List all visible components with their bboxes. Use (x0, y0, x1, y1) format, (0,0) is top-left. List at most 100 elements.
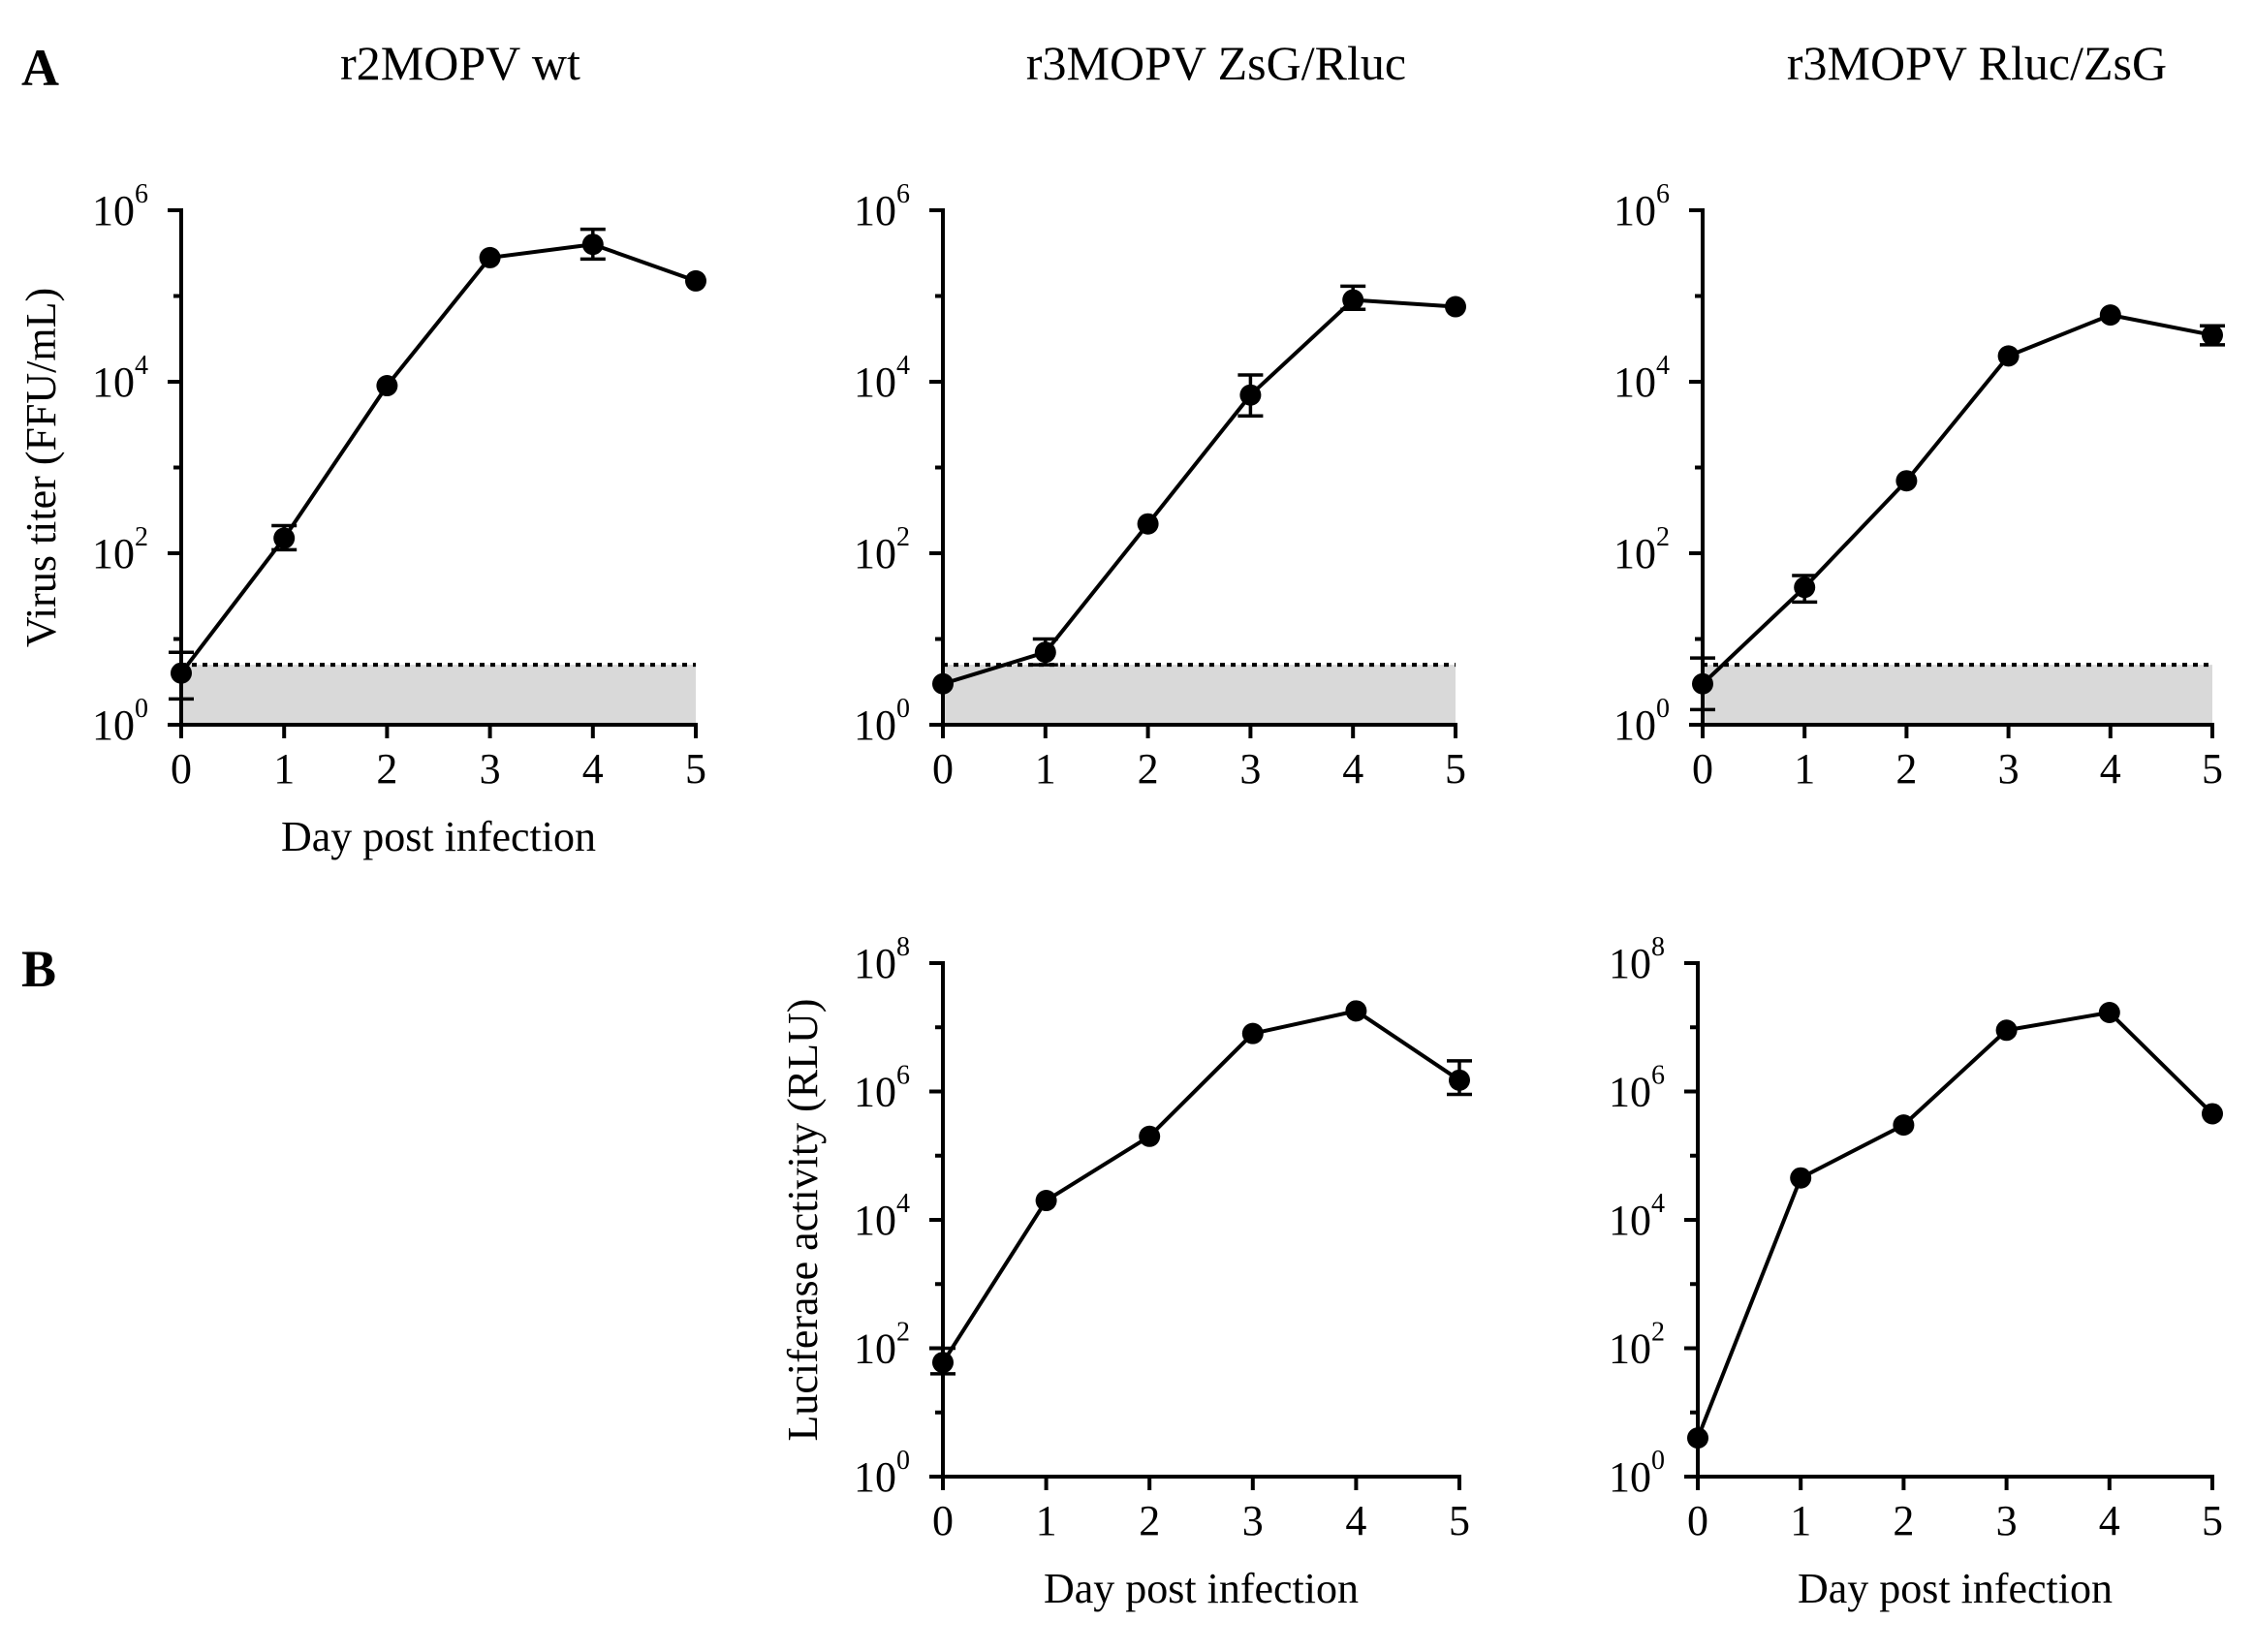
y-tick-label: 10 (854, 358, 896, 406)
x-tick-label: 4 (2100, 745, 2121, 793)
y-tick-exponent: 6 (1656, 179, 1670, 209)
y-tick-label: 10 (1609, 1069, 1651, 1116)
y-tick-label: 10 (854, 530, 896, 577)
data-point (581, 234, 604, 256)
data-point (1895, 470, 1918, 492)
y-axis-title: Luciferase activity (RLU) (779, 999, 827, 1442)
y-tick-label: 10 (92, 701, 135, 749)
x-tick-label: 4 (2099, 1497, 2120, 1544)
y-tick-exponent: 4 (1651, 1189, 1665, 1219)
data-point (2098, 1001, 2120, 1023)
panel-label-b: B (21, 940, 56, 998)
x-tick-label: 3 (1998, 745, 2020, 793)
y-tick-exponent: 0 (896, 1446, 910, 1476)
data-point (2099, 304, 2121, 327)
y-tick-label: 10 (1609, 940, 1651, 987)
x-tick-label: 2 (1138, 745, 1159, 793)
y-tick-exponent: 0 (1656, 694, 1670, 724)
y-tick-exponent: 0 (896, 694, 910, 724)
x-tick-label: 1 (1036, 1497, 1057, 1544)
x-tick-label: 0 (932, 1497, 954, 1544)
data-point (2202, 1103, 2223, 1125)
x-tick-label: 4 (1345, 1497, 1366, 1544)
x-tick-label: 4 (1342, 745, 1363, 793)
data-point (1034, 641, 1056, 664)
detection-limit-band (1703, 665, 2212, 725)
data-point (376, 375, 398, 397)
x-tick-label: 1 (1790, 1497, 1811, 1544)
data-point (685, 269, 706, 292)
y-tick-label: 10 (1609, 1197, 1651, 1244)
y-tick-exponent: 2 (1651, 1318, 1665, 1348)
data-point (1137, 513, 1159, 535)
y-tick-exponent: 6 (135, 179, 148, 209)
y-tick-exponent: 4 (896, 1189, 910, 1219)
x-tick-label: 2 (1893, 1497, 1914, 1544)
x-tick-label: 5 (1445, 745, 1466, 793)
y-tick-exponent: 4 (1656, 351, 1670, 381)
y-tick-label: 10 (854, 1197, 896, 1244)
x-tick-label: 3 (1239, 745, 1261, 793)
y-tick-exponent: 8 (1651, 932, 1665, 962)
y-tick-label: 10 (854, 940, 896, 987)
y-tick-exponent: 4 (135, 351, 148, 381)
panel-label-a: A (21, 39, 59, 97)
y-tick-label: 10 (1613, 358, 1656, 406)
data-point (1997, 345, 2020, 367)
x-tick-label: 3 (1242, 1497, 1264, 1544)
data-point (1239, 384, 1262, 406)
column-title-zsg-rluc: r3MOPV ZsG/Rluc (1026, 36, 1406, 90)
data-point (1687, 1427, 1708, 1449)
data-point (1995, 1019, 2018, 1042)
data-point (1692, 672, 1713, 695)
data-point (1035, 1190, 1057, 1212)
x-tick-label: 1 (273, 745, 295, 793)
x-tick-label: 2 (1139, 1497, 1160, 1544)
y-tick-exponent: 6 (1651, 1061, 1665, 1091)
x-tick-label: 0 (171, 745, 192, 793)
y-tick-exponent: 6 (896, 1061, 910, 1091)
y-tick-exponent: 2 (135, 522, 148, 552)
x-tick-label: 5 (1449, 1497, 1470, 1544)
x-tick-label: 1 (1035, 745, 1056, 793)
detection-limit-band (181, 665, 696, 725)
x-tick-label: 3 (1996, 1497, 2018, 1544)
y-tick-exponent: 4 (896, 351, 910, 381)
x-tick-label: 4 (582, 745, 604, 793)
y-tick-label: 10 (854, 187, 896, 234)
y-tick-label: 10 (1613, 701, 1656, 749)
data-point (273, 527, 296, 549)
y-tick-exponent: 0 (1651, 1446, 1665, 1476)
chart-a-zsg-rluc: 10 010 210 410 60 1 2 3 4 5 (854, 179, 1466, 793)
data-point (1790, 1167, 1812, 1189)
x-tick-label: 0 (1687, 1497, 1708, 1544)
data-point (2202, 324, 2223, 346)
data-point (1893, 1114, 1915, 1137)
series-line (1696, 1010, 2214, 1439)
x-tick-label: 2 (1895, 745, 1917, 793)
x-tick-label: 0 (932, 745, 954, 793)
y-tick-label: 10 (92, 358, 135, 406)
data-point (479, 246, 501, 268)
data-point (1139, 1125, 1161, 1147)
y-tick-label: 10 (854, 1453, 896, 1501)
y-tick-exponent: 2 (896, 1318, 910, 1348)
x-tick-label: 2 (376, 745, 397, 793)
y-tick-label: 10 (1613, 530, 1656, 577)
x-tick-label: 5 (2202, 1497, 2223, 1544)
x-tick-label: 5 (685, 745, 706, 793)
column-title-rluc-zsg: r3MOPV Rluc/ZsG (1787, 36, 2167, 90)
detection-limit-band (943, 665, 1456, 725)
data-point (1241, 1022, 1264, 1044)
y-tick-label: 10 (1609, 1453, 1651, 1501)
y-tick-exponent: 2 (896, 522, 910, 552)
y-tick-label: 10 (92, 187, 135, 234)
x-tick-label: 3 (480, 745, 501, 793)
series-line (942, 297, 1456, 686)
y-tick-label: 10 (854, 1325, 896, 1373)
y-tick-exponent: 0 (135, 694, 148, 724)
